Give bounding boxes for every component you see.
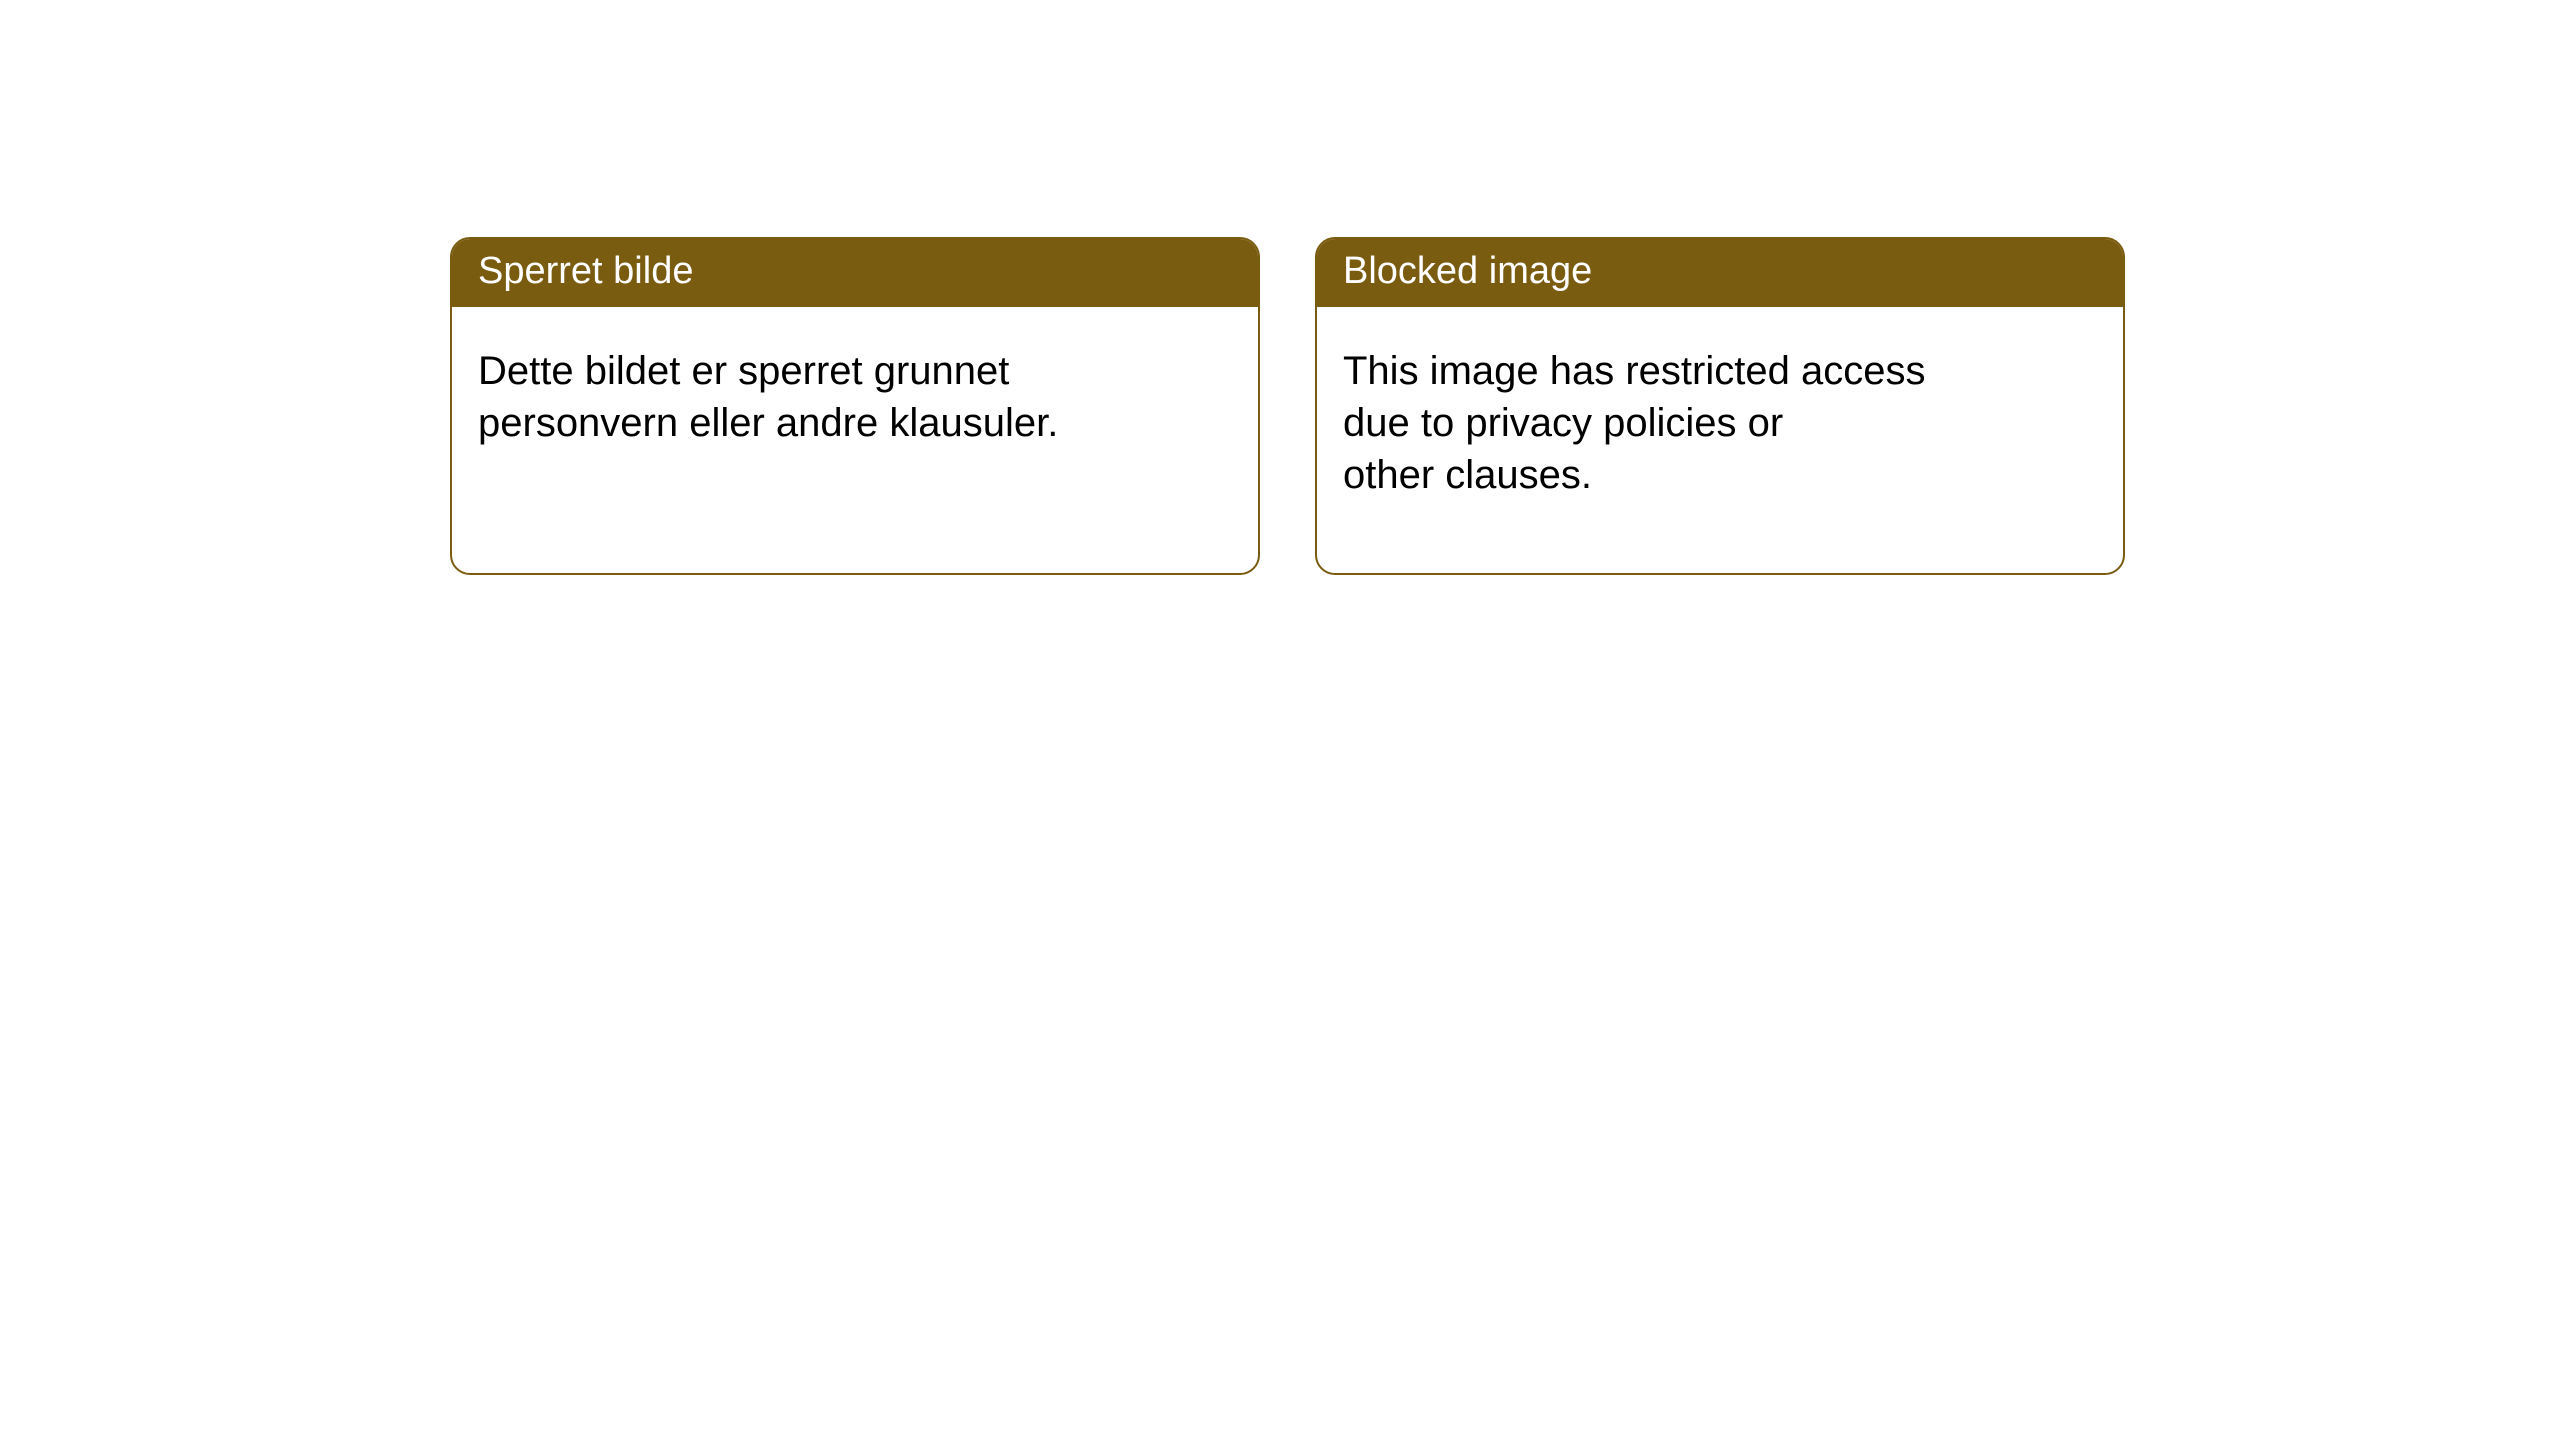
- notice-body: This image has restricted access due to …: [1317, 307, 2017, 527]
- notice-header: Blocked image: [1317, 239, 2123, 307]
- notice-card-english: Blocked image This image has restricted …: [1315, 237, 2125, 575]
- notice-container: Sperret bilde Dette bildet er sperret gr…: [0, 0, 2560, 575]
- notice-header: Sperret bilde: [452, 239, 1258, 307]
- notice-card-norwegian: Sperret bilde Dette bildet er sperret gr…: [450, 237, 1260, 575]
- notice-body: Dette bildet er sperret grunnet personve…: [452, 307, 1152, 475]
